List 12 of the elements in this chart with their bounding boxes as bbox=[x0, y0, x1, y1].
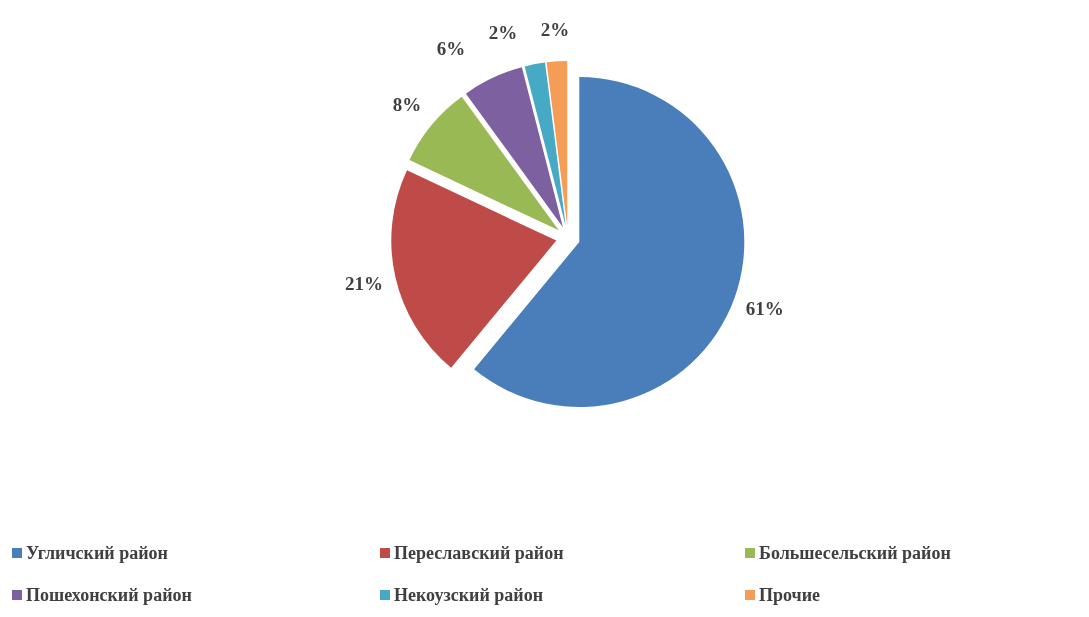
data-label: 8% bbox=[392, 94, 422, 116]
legend-label: Пошехонский район bbox=[26, 585, 192, 605]
data-label: 21% bbox=[345, 273, 384, 295]
data-label: 61% bbox=[745, 298, 784, 320]
legend-label: Прочие bbox=[759, 585, 821, 605]
data-label: 6% bbox=[436, 38, 466, 60]
data-label: 2% bbox=[488, 22, 518, 44]
legend-label: Некоузский район bbox=[394, 585, 544, 605]
legend-label: Большесельский район bbox=[759, 543, 951, 563]
data-label: 2% bbox=[540, 18, 570, 40]
legend-label: Угличский район bbox=[26, 543, 168, 563]
legend-label: Переславский район bbox=[394, 543, 564, 563]
